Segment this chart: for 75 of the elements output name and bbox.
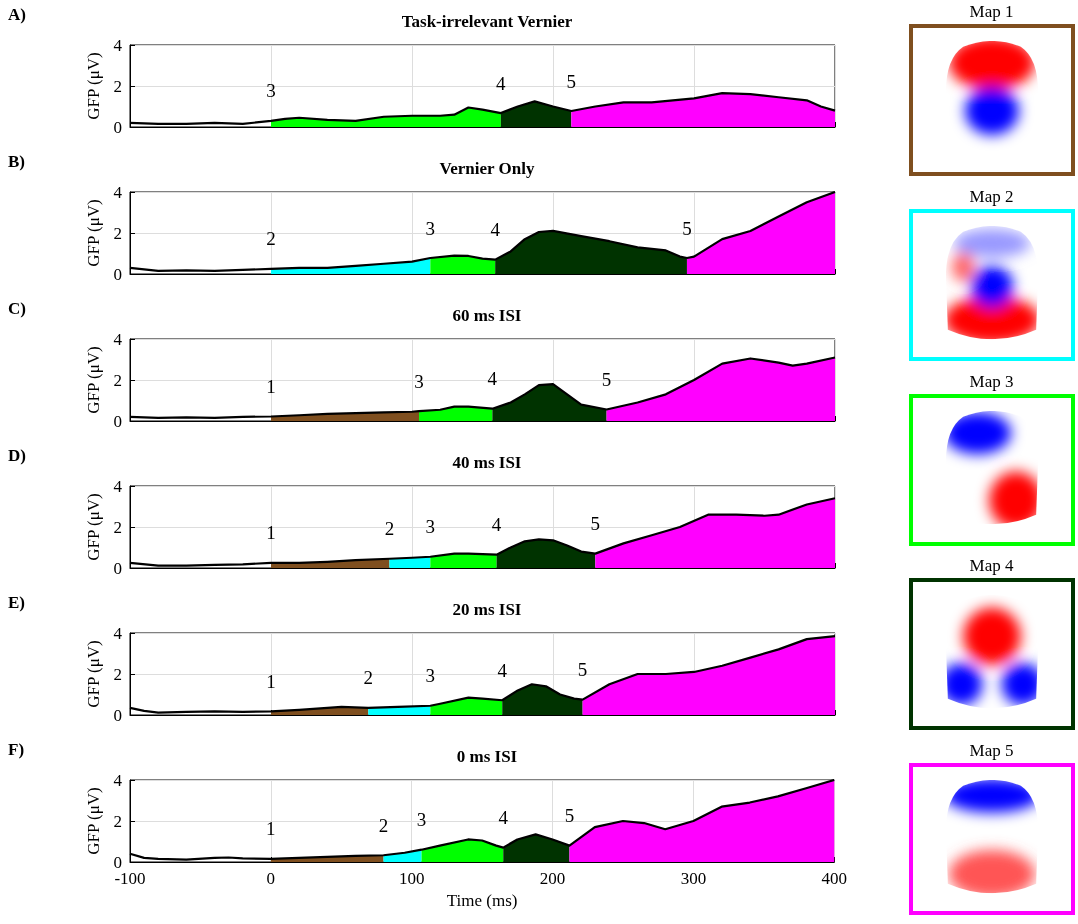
annotation: 3	[266, 80, 276, 102]
chart-title: 20 ms ISI	[452, 600, 522, 619]
x-tick-label: 100	[398, 869, 425, 888]
x-tick-label: -100	[114, 869, 146, 888]
annotation: 1	[266, 818, 276, 840]
annotation: 2	[378, 814, 389, 836]
x-tick-label: 200	[539, 869, 566, 888]
x-tick-label: 300	[680, 869, 707, 888]
text: A)	[8, 5, 26, 24]
annotation: 1	[266, 670, 276, 692]
y-tick-label: 2	[113, 664, 122, 684]
y-tick-label: 0	[113, 117, 122, 137]
y-tick-label: 4	[113, 329, 123, 349]
y-axis-title: GFP (μV)	[84, 52, 103, 120]
chart-title: 0 ms ISI	[456, 747, 518, 766]
y-axis-title: GFP (μV)	[84, 199, 103, 267]
text: F)	[8, 740, 25, 759]
annotation: 5	[590, 513, 601, 535]
annotation: 4	[491, 514, 502, 536]
y-tick-label: 4	[113, 476, 123, 496]
y-axis-title: GFP (μV)	[84, 640, 103, 708]
y-tick-label: 4	[113, 182, 123, 202]
annotation: 5	[566, 70, 577, 92]
chart-title: 60 ms ISI	[452, 306, 522, 325]
y-tick-label: 4	[113, 623, 123, 643]
y-tick-label: 4	[113, 35, 123, 55]
annotation: 4	[490, 219, 501, 241]
annotation: 4	[487, 368, 498, 390]
category-label: Map 1	[969, 1, 1014, 23]
y-axis-title: GFP (μV)	[84, 787, 103, 855]
category-label: Map 2	[969, 185, 1014, 208]
line-series	[128, 778, 836, 861]
y-tick-label: 0	[113, 411, 122, 431]
x-tick-label: 0	[266, 869, 276, 888]
annotation: 3	[425, 516, 436, 538]
y-axis-title: GFP (μV)	[84, 346, 103, 414]
chart-title: 40 ms ISI	[452, 453, 522, 472]
y-tick-label: 0	[113, 852, 122, 872]
text: B)	[8, 152, 25, 171]
category-label: Map 3	[969, 370, 1014, 393]
annotation: 3	[416, 809, 427, 831]
annotation: 3	[414, 370, 424, 392]
annotation: 4	[497, 659, 508, 681]
category-label: Map 5	[969, 740, 1014, 763]
y-tick-label: 2	[113, 811, 122, 831]
y-tick-label: 2	[113, 223, 122, 243]
annotation: 4	[498, 807, 509, 829]
annotation: 3	[425, 665, 436, 687]
x-tick-label: 400	[821, 869, 847, 888]
y-tick-label: 0	[113, 558, 122, 578]
annotation: 2	[384, 518, 395, 540]
y-tick-label: 2	[113, 517, 122, 537]
annotation: 5	[577, 659, 588, 681]
annotation: 4	[496, 72, 507, 94]
text: E)	[8, 593, 25, 612]
annotation: 2	[363, 667, 374, 689]
annotation: 3	[425, 217, 436, 239]
annotation: 2	[266, 228, 276, 250]
annotation: 1	[266, 522, 276, 544]
y-axis-title: GFP (μV)	[84, 493, 103, 561]
x-axis-title: Time (ms)	[446, 891, 518, 910]
category-label: Map 4	[969, 555, 1014, 578]
text: D)	[8, 446, 26, 465]
y-tick-label: 0	[113, 264, 122, 284]
y-tick-label: 2	[113, 76, 122, 96]
y-tick-label: 2	[113, 370, 122, 390]
y-tick-label: 0	[113, 705, 122, 725]
annotation: 1	[266, 375, 276, 397]
y-tick-label: 4	[113, 770, 123, 790]
chart-title: Vernier Only	[439, 159, 535, 178]
annotation: 5	[601, 369, 612, 391]
text: C)	[8, 299, 26, 318]
annotation: 5	[682, 217, 692, 239]
chart-title: Task-irrelevant Vernier	[401, 12, 573, 31]
annotation: 5	[564, 805, 575, 827]
